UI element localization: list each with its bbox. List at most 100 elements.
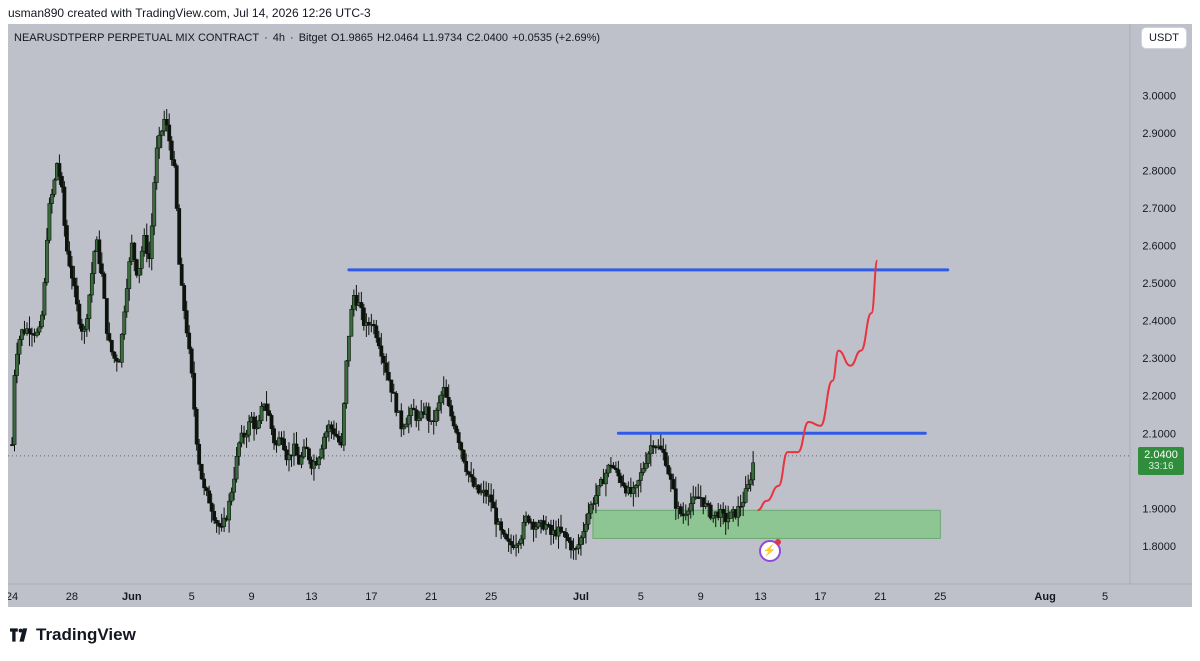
- y-tick-label: 2.4000: [1142, 316, 1176, 328]
- candle-body: [404, 423, 409, 428]
- candle-body: [177, 208, 182, 265]
- candle-body: [489, 494, 494, 503]
- candle-body: [561, 531, 566, 533]
- candle-body: [37, 326, 42, 333]
- candle-body: [341, 403, 346, 446]
- candle-body: [586, 512, 591, 525]
- x-tick-label: 5: [189, 591, 195, 603]
- candle-body: [192, 372, 197, 410]
- candle-body: [84, 318, 89, 330]
- candle-body: [414, 409, 419, 421]
- candle-body: [691, 496, 696, 504]
- candle-body: [149, 225, 154, 259]
- candle-body: [334, 433, 339, 437]
- legend-interval[interactable]: 4h: [272, 32, 286, 44]
- candle-body: [606, 464, 611, 474]
- candle-body: [466, 471, 471, 475]
- candle-body: [646, 453, 651, 464]
- candle-body: [157, 134, 162, 149]
- candle-body: [252, 416, 256, 429]
- candle-body: [264, 403, 269, 411]
- candle-body: [239, 432, 244, 444]
- candle-body: [179, 264, 184, 286]
- candle-body: [27, 328, 32, 334]
- x-tick-label: 5: [1102, 591, 1108, 603]
- candle-body: [439, 394, 444, 404]
- x-tick-label: 21: [874, 591, 886, 603]
- tradingview-logo[interactable]: TradingView: [10, 625, 136, 645]
- candle-body: [436, 402, 441, 411]
- candle-body: [144, 235, 149, 254]
- x-tick-label: 21: [425, 591, 437, 603]
- candle-body: [544, 524, 548, 530]
- candle-body: [389, 379, 394, 393]
- candle-body: [668, 473, 673, 480]
- candle-body: [119, 333, 124, 363]
- candle-body: [97, 239, 102, 265]
- candle-body: [434, 410, 439, 422]
- candle-body: [366, 322, 371, 326]
- candle-body: [64, 225, 69, 252]
- candle-body: [294, 443, 299, 456]
- candle-body: [673, 488, 678, 509]
- legend-close: C2.0400: [466, 32, 508, 44]
- x-tick-label: 28: [66, 591, 78, 603]
- legend-symbol[interactable]: NEARUSDTPERP PERPETUAL MIX CONTRACT: [14, 32, 260, 44]
- chart-panel[interactable]: 3.0000 2.9000 2.8000 2.7000 2.6000 2.5000 2.40…: [8, 24, 1192, 607]
- candle-body: [159, 130, 164, 136]
- candle-body: [197, 443, 202, 465]
- candle-body: [721, 508, 726, 514]
- candle-body: [137, 268, 142, 276]
- candle-body: [279, 437, 284, 440]
- candle-body: [359, 302, 364, 309]
- candle-body: [272, 428, 276, 444]
- candle-body: [199, 463, 204, 480]
- currency-button[interactable]: USDT: [1142, 28, 1186, 48]
- candle-body: [67, 250, 72, 267]
- candle-body: [304, 446, 309, 450]
- candle-body: [287, 454, 291, 461]
- legend-open: O1.9865: [330, 32, 374, 44]
- candle-body: [536, 522, 541, 528]
- candle-body: [399, 410, 404, 430]
- candle-body: [87, 294, 92, 319]
- x-tick-label: 24: [8, 591, 18, 603]
- candle-body: [152, 182, 157, 227]
- candle-body: [526, 515, 531, 523]
- y-tick-label: 1.9000: [1142, 503, 1176, 515]
- candle-body: [337, 435, 341, 443]
- candle-body: [77, 303, 82, 325]
- candle-body: [584, 523, 588, 532]
- candle-body: [384, 362, 389, 373]
- candle-body: [189, 348, 194, 374]
- price-chart[interactable]: 3.0000 2.9000 2.8000 2.7000 2.6000 2.5000 2.40…: [8, 24, 1192, 607]
- lightning-icon[interactable]: ⚡: [758, 539, 781, 562]
- candle-body: [209, 502, 214, 512]
- x-tick-label: 25: [485, 591, 497, 603]
- candle-body: [723, 512, 728, 523]
- legend-high: H2.0464: [377, 32, 419, 44]
- candle-body: [638, 472, 643, 481]
- candle-body: [504, 534, 508, 540]
- candle-body: [259, 406, 264, 422]
- x-tick-label: 9: [698, 591, 704, 603]
- candle-body: [322, 436, 326, 450]
- candle-body: [604, 472, 608, 485]
- candle-body: [451, 415, 456, 427]
- candle-body: [564, 532, 568, 538]
- candle-body: [666, 465, 671, 475]
- bar-countdown: 33:16: [1148, 460, 1174, 472]
- candle-body: [344, 360, 349, 404]
- demand-zone-rect: [592, 509, 941, 539]
- candle-body: [114, 358, 119, 362]
- candle-body: [596, 485, 601, 496]
- candle-body: [164, 118, 169, 126]
- candle-body: [616, 469, 621, 477]
- candle-body: [232, 478, 236, 493]
- candle-body: [45, 239, 49, 283]
- candle-body: [708, 504, 713, 519]
- x-tick-label: 9: [248, 591, 254, 603]
- candle-body: [579, 537, 583, 545]
- x-tick-label: 5: [638, 591, 644, 603]
- candle-body: [381, 355, 386, 364]
